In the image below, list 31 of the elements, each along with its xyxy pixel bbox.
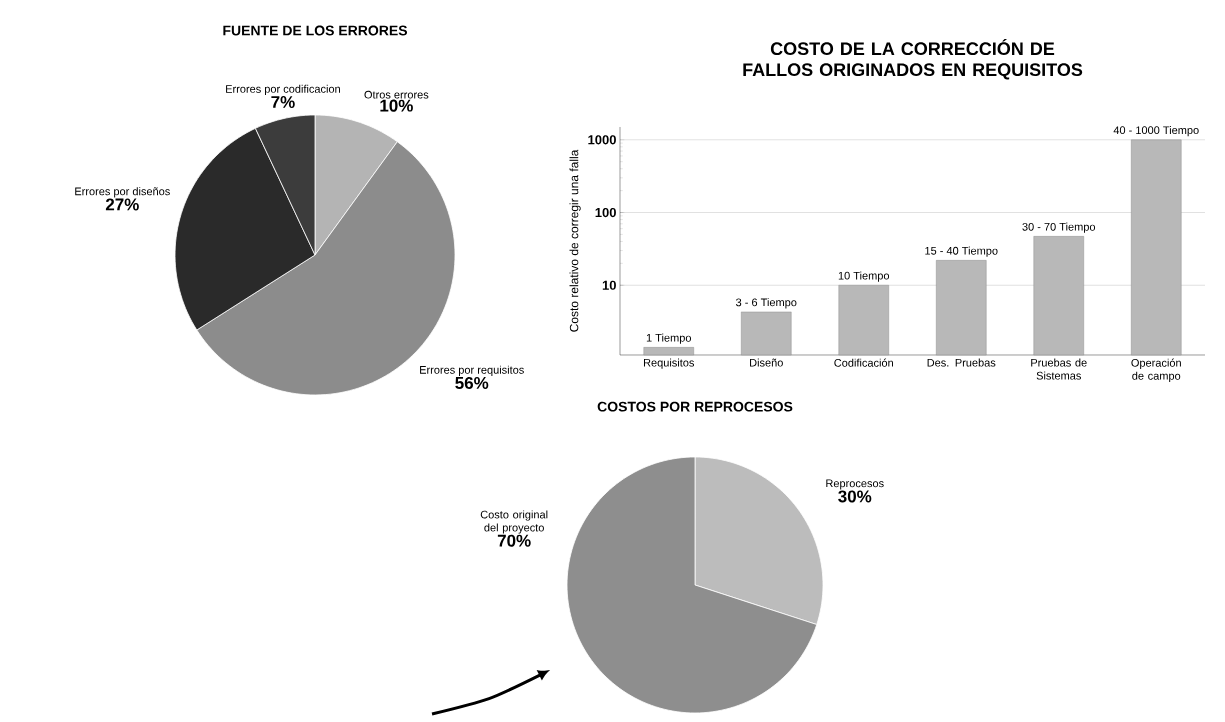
slice-label: Errores por codificacion: [226, 84, 340, 96]
chart-title: COSTO DE LA CORRECCIÓN DE FALLOS ORIGINADOS EN REQUISITOS: [743, 38, 1083, 80]
data-label: 10%: [380, 99, 413, 112]
annotation: 10 Tiempo: [838, 271, 890, 282]
data-label: 27%: [105, 198, 139, 211]
y-tick-label: 1000: [588, 135, 616, 145]
data-label: 56%: [455, 376, 489, 389]
annotation: 40 - 1000 Tiempo: [1113, 126, 1199, 137]
x-tick-label: Pruebas de Sistemas: [1031, 358, 1087, 380]
slice-label: Reprocesos: [826, 479, 884, 490]
y-tick-label: 10: [602, 280, 616, 290]
slice-label: Errores por requisitos: [420, 365, 524, 376]
slice-label: Errores por diseños: [75, 187, 170, 198]
x-tick-label: Requisitos: [643, 358, 695, 369]
y-tick-label: 100: [595, 207, 616, 218]
x-tick-label: Des. Pruebas: [927, 358, 996, 367]
x-tick-label: Codificación: [834, 358, 893, 367]
annotation: 1 Tiempo: [646, 333, 692, 344]
data-label: 7%: [271, 96, 295, 108]
annotation: 30 - 70 Tiempo: [1022, 222, 1096, 233]
slice-label: Otros errores: [364, 90, 429, 99]
y-axis-title: Costo relativo de corregir una falla: [569, 149, 581, 332]
slice-label: Costo original del proyecto: [480, 510, 548, 534]
x-tick-label: Diseño: [750, 358, 783, 367]
chart-title: FUENTE DE LOS ERRORES: [223, 25, 408, 36]
x-tick-label: Operación de campo: [1131, 358, 1181, 382]
annotation: 15 - 40 Tiempo: [925, 246, 998, 257]
chart-title: COSTOS POR REPROCESOS: [597, 401, 793, 412]
data-label: 70%: [497, 534, 531, 547]
annotation: 3 - 6 Tiempo: [736, 298, 797, 309]
data-label: 30%: [838, 490, 872, 503]
